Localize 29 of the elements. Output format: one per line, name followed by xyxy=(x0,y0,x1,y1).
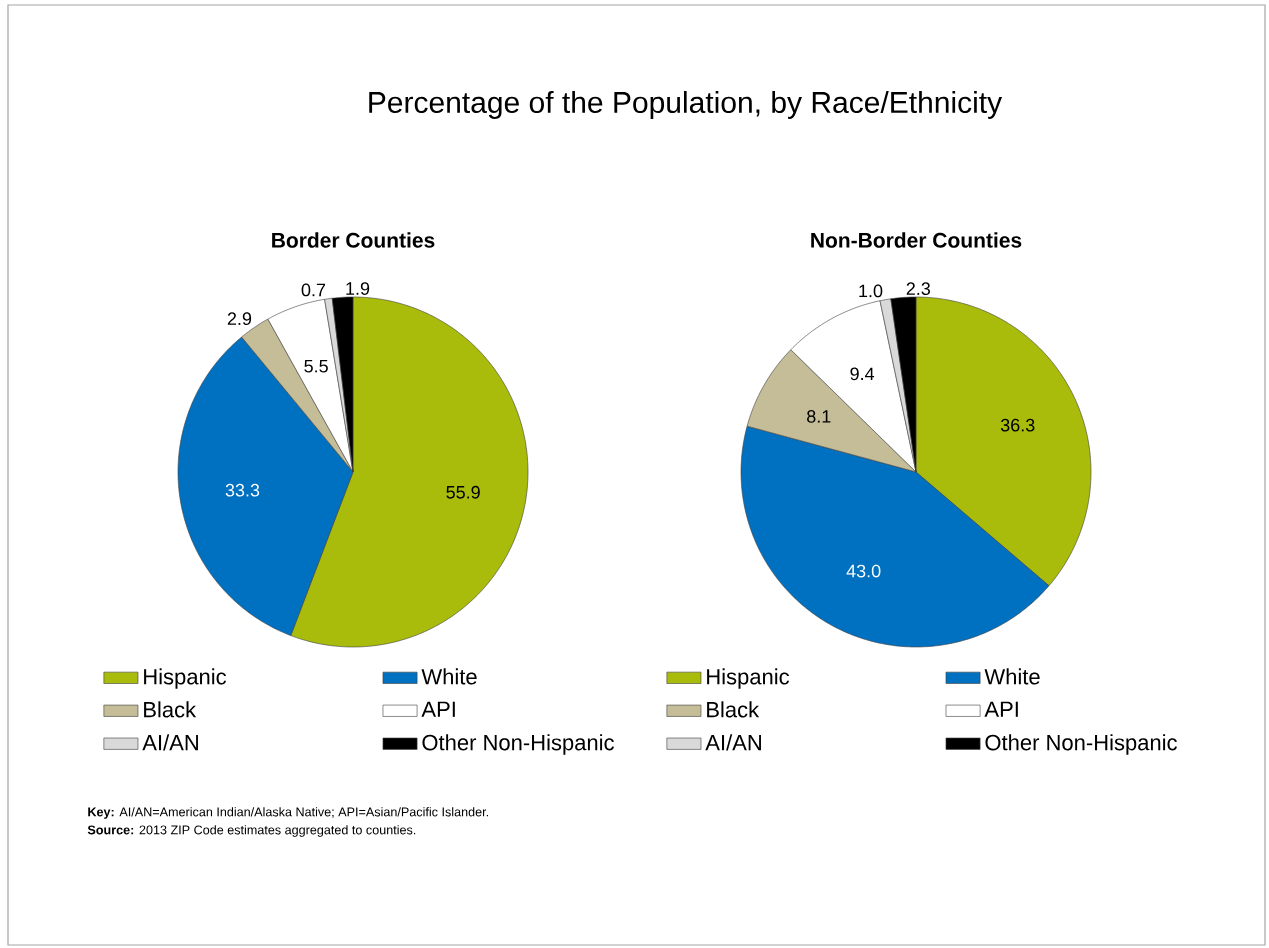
data-label: 9.4 xyxy=(850,367,875,381)
legend-label: Other Non-Hispanic xyxy=(985,734,1177,755)
data-label: 0.7 xyxy=(301,283,326,297)
data-label: 5.5 xyxy=(304,359,328,373)
data-label: 8.1 xyxy=(807,410,831,423)
legend-label: White xyxy=(421,668,477,685)
chart-title: Non-Border Counties xyxy=(811,232,1022,248)
legend-label: API xyxy=(984,701,1018,717)
legend-label: Hispanic xyxy=(144,668,227,689)
text: Percentage of the Population, by Race/Ethnicity xyxy=(369,91,1003,119)
data-label: 1.9 xyxy=(346,282,370,295)
legend-label: AI/AN xyxy=(705,734,761,751)
data-label: 36.3 xyxy=(1000,418,1035,432)
data-label: 33.3 xyxy=(225,483,260,497)
legend-label: Black xyxy=(707,701,760,718)
data-label: 2.9 xyxy=(227,312,252,326)
chart-subtitle: Border Counties xyxy=(272,232,435,248)
data-label: 43.0 xyxy=(846,564,881,578)
text: Source: 2013 ZIP Code estimates aggregated to counties. xyxy=(87,825,416,837)
legend-label: Black xyxy=(144,701,197,718)
legend-label: Other Non-Hispanic xyxy=(422,734,614,755)
data-label: 2.3 xyxy=(906,282,931,296)
legend-label: API xyxy=(421,701,455,717)
legend-label: White xyxy=(984,668,1040,685)
data-label: 55.9 xyxy=(446,485,480,499)
data-label: 1.0 xyxy=(859,284,883,298)
legend-label: AI/AN xyxy=(142,734,198,751)
legend-label: Hispanic xyxy=(707,668,790,689)
text: Key: AI/AN=American Indian/Alaska Native; API=Asian/Pacific Islander. xyxy=(88,807,488,819)
